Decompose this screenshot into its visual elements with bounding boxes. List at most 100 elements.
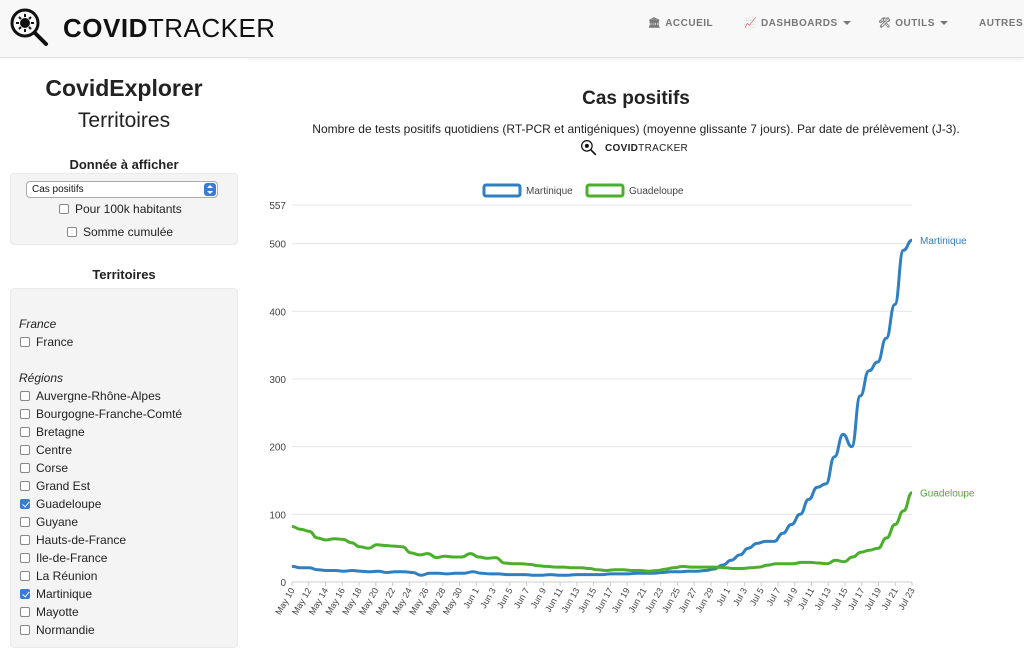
series-line-guadeloupe [291, 491, 913, 573]
territory-label: La Réunion [36, 569, 98, 583]
territory-label: Bretagne [36, 425, 85, 439]
territories-panel [10, 288, 238, 648]
territory-bourgogne-franche-comt-[interactable]: Bourgogne-Franche-Comté [20, 407, 182, 421]
chevron-down-icon [842, 21, 851, 26]
chart-icon: 📈 [744, 18, 757, 29]
home-icon: 🏛 [648, 18, 662, 29]
chart-title: Cas positifs [582, 88, 690, 109]
territory-checkbox[interactable] [20, 607, 30, 617]
territory-label: Centre [36, 443, 73, 457]
territory-checkbox[interactable] [20, 409, 30, 419]
x-tick-label: Jun 1 [461, 586, 481, 610]
territory-label: Normandie [36, 623, 95, 637]
series-end-label: Martinique [920, 236, 967, 247]
territory-guyane[interactable]: Guyane [20, 515, 78, 529]
main-content: Cas positifs Nombre de tests positifs qu… [248, 58, 1024, 634]
chevron-down-icon [939, 21, 948, 26]
territory-label: Auvergne-Rhône-Alpes [36, 389, 161, 403]
territory-checkbox[interactable] [20, 553, 30, 563]
territory-centre[interactable]: Centre [20, 443, 72, 457]
series-end-label: Guadeloupe [920, 489, 975, 500]
territory-label: Martinique [36, 587, 93, 601]
cumulative-option[interactable]: Somme cumulée [67, 225, 173, 239]
y-tick-label: 300 [269, 375, 286, 386]
x-tick-label: Jul 3 [731, 586, 749, 607]
territory-checkbox[interactable] [20, 589, 30, 599]
group-label-regions: Régions [19, 371, 64, 385]
territory-label: Bourgogne-Franche-Comté [36, 407, 183, 421]
data-select-value: Cas positifs [32, 184, 84, 195]
territory-label: Mayotte [36, 605, 79, 619]
y-tick-label: 557 [269, 201, 286, 212]
data-select[interactable]: Cas positifs [26, 181, 218, 198]
nav-accueil[interactable]: 🏛 ACCUEIL [648, 18, 714, 29]
x-tick-label: Jul 1 [714, 586, 732, 607]
y-tick-label: 400 [269, 307, 286, 318]
territory-grand-est[interactable]: Grand Est [20, 479, 90, 493]
territory-label: Guadeloupe [36, 497, 102, 511]
per-100k-option[interactable]: Pour 100k habitants [59, 202, 182, 216]
territory-checkbox[interactable] [20, 463, 30, 473]
app-subtitle: Territoires [77, 109, 171, 132]
nav-dashboards[interactable]: 📈 DASHBOARDS [744, 18, 851, 29]
territory-checkbox[interactable] [20, 517, 30, 527]
territory-la-r-union[interactable]: La Réunion [20, 569, 97, 583]
territory-label: Ile-de-France [36, 551, 108, 565]
territory-martinique[interactable]: Martinique [20, 587, 92, 601]
x-tick-label: Jul 7 [765, 586, 783, 607]
territory-bretagne[interactable]: Bretagne [20, 425, 85, 439]
legend-label: Guadeloupe [629, 186, 684, 197]
sidebar: CovidExplorer Territoires Donnée à affic… [0, 58, 248, 648]
x-tick-label: Jul 5 [748, 586, 766, 607]
x-tick-label: Jun 3 [478, 586, 498, 610]
y-tick-label: 200 [269, 443, 286, 454]
group-label-france: France [19, 317, 57, 331]
cumulative-label: Somme cumulée [83, 225, 174, 239]
x-tick-label: Jul 23 [896, 586, 917, 612]
territory-guadeloupe[interactable]: Guadeloupe [20, 497, 101, 511]
territory-checkbox[interactable] [20, 337, 30, 347]
territory-label: France [36, 335, 74, 349]
virus-magnifier-logo-icon[interactable] [8, 6, 50, 48]
virus-magnifier-icon [581, 140, 597, 156]
territory-mayotte[interactable]: Mayotte [20, 605, 79, 619]
territory-checkbox[interactable] [20, 535, 30, 545]
territory-checkbox[interactable] [20, 481, 30, 491]
territory-checkbox[interactable] [20, 391, 30, 401]
y-tick-label: 100 [269, 510, 286, 521]
x-tick-label: Jun 5 [495, 586, 515, 610]
territory-checkbox[interactable] [20, 445, 30, 455]
per-100k-label: Pour 100k habitants [75, 202, 182, 216]
territory-label: Grand Est [36, 479, 91, 493]
per-100k-checkbox[interactable] [59, 204, 69, 214]
nav-autres[interactable]: AUTRES [979, 18, 1024, 29]
territory-checkbox[interactable] [20, 571, 30, 581]
territory-france[interactable]: France [20, 335, 73, 349]
series-line-martinique [291, 238, 913, 577]
brand-name[interactable]: COVIDTRACKER [63, 13, 276, 43]
cumulative-checkbox[interactable] [67, 227, 77, 237]
x-tick-label: Jun 7 [512, 586, 532, 610]
app-title: CovidExplorer [45, 75, 203, 101]
top-navbar: COVIDTRACKER 🏛 ACCUEIL 📈 DASHBOARDS 🛠 OUTIL… [0, 0, 1024, 58]
territory-auvergne-rh-ne-alpes[interactable]: Auvergne-Rhône-Alpes [20, 389, 161, 403]
territories-section-heading: Territoires [92, 267, 156, 282]
territory-normandie[interactable]: Normandie [20, 623, 95, 637]
nav-outils[interactable]: 🛠 OUTILS [878, 18, 948, 29]
territory-checkbox[interactable] [20, 499, 30, 509]
territory-label: Corse [36, 461, 69, 475]
territory-ile-de-france[interactable]: Ile-de-France [20, 551, 107, 565]
select-arrows-icon [204, 183, 216, 196]
territory-hauts-de-france[interactable]: Hauts-de-France [20, 533, 126, 547]
territory-checkbox[interactable] [20, 427, 30, 437]
territory-corse[interactable]: Corse [20, 461, 68, 475]
data-section-heading: Donnée à afficher [69, 157, 179, 172]
legend-swatch [482, 183, 522, 198]
legend-swatch [585, 183, 625, 198]
y-tick-label: 0 [280, 578, 286, 589]
chart-subtitle: Nombre de tests positifs quotidiens (RT-… [312, 122, 960, 136]
y-tick-label: 500 [269, 240, 286, 251]
territory-label: Hauts-de-France [36, 533, 127, 547]
legend-label: Martinique [526, 186, 573, 197]
